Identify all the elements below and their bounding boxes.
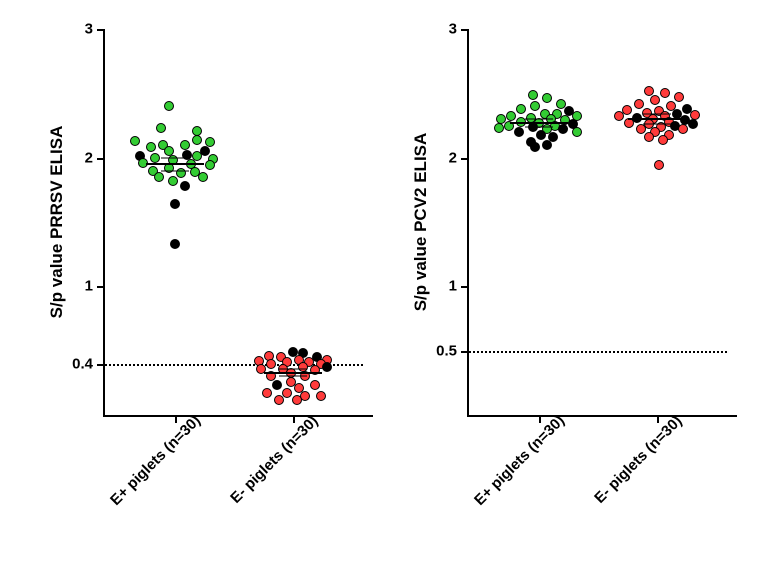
data-point	[530, 101, 540, 111]
data-point	[164, 101, 174, 111]
data-point	[494, 123, 504, 133]
y-axis-label: S/p value PCV2 ELISA	[411, 133, 431, 312]
data-point	[292, 395, 302, 405]
data-point	[678, 124, 688, 134]
data-point	[150, 153, 160, 163]
data-point	[530, 142, 540, 152]
data-point	[660, 88, 670, 98]
data-point	[156, 123, 166, 133]
data-point	[634, 99, 644, 109]
data-point	[192, 135, 202, 145]
median-line	[146, 163, 204, 165]
plot-area: 0.5123E+ piglets (n=30)E- piglets (n=30)	[467, 29, 727, 417]
threshold-line	[469, 351, 727, 353]
y-axis-label: S/p value PRRSV ELISA	[47, 126, 67, 319]
data-point	[180, 140, 190, 150]
data-point	[262, 388, 272, 398]
y-tick	[461, 286, 469, 288]
x-tick-label: E- piglets (n=30)	[616, 388, 710, 482]
data-point	[170, 199, 180, 209]
data-point	[322, 362, 332, 372]
error-bar-cap	[161, 157, 189, 158]
data-point	[650, 95, 660, 105]
data-point	[168, 176, 178, 186]
median-line	[628, 118, 686, 120]
x-tick	[657, 415, 659, 423]
y-tick-label: 1	[449, 278, 457, 295]
data-point	[266, 359, 276, 369]
y-tick	[97, 29, 105, 31]
x-tick	[539, 415, 541, 423]
y-tick	[461, 158, 469, 160]
y-tick	[97, 286, 105, 288]
panel-left: 0.4123E+ piglets (n=30)E- piglets (n=30)…	[103, 29, 361, 415]
data-point	[146, 142, 156, 152]
data-point	[572, 127, 582, 137]
y-tick	[97, 158, 105, 160]
panel-right: 0.5123E+ piglets (n=30)E- piglets (n=30)…	[467, 29, 725, 415]
data-point	[688, 119, 698, 129]
data-point	[558, 124, 568, 134]
data-point	[205, 160, 215, 170]
data-point	[542, 93, 552, 103]
data-point	[658, 135, 668, 145]
y-tick	[461, 29, 469, 31]
data-point	[542, 140, 552, 150]
y-tick-label: 0.4	[72, 355, 93, 372]
y-tick	[461, 351, 469, 353]
x-tick	[175, 415, 177, 423]
median-line	[510, 122, 568, 124]
data-point	[674, 92, 684, 102]
data-point	[170, 239, 180, 249]
data-point	[654, 160, 664, 170]
data-point	[528, 90, 538, 100]
data-point	[198, 172, 208, 182]
data-point	[272, 380, 282, 390]
data-point	[274, 395, 284, 405]
data-point	[514, 127, 524, 137]
error-bar-cap	[643, 124, 671, 125]
median-line	[264, 372, 322, 374]
figure: 0.4123E+ piglets (n=30)E- piglets (n=30)…	[0, 0, 765, 569]
x-tick-label: E+ piglets (n=30)	[496, 387, 593, 484]
error-bar-cap	[643, 113, 671, 114]
error-bar-cap	[525, 119, 553, 120]
x-tick	[293, 415, 295, 423]
data-point	[310, 380, 320, 390]
y-tick-label: 2	[85, 149, 93, 166]
y-tick-label: 3	[449, 21, 457, 38]
y-tick-label: 2	[449, 149, 457, 166]
error-bar-cap	[161, 170, 189, 171]
data-point	[316, 391, 326, 401]
data-point	[516, 104, 526, 114]
error-bar-cap	[279, 368, 307, 369]
y-tick-label: 3	[85, 21, 93, 38]
data-point	[154, 172, 164, 182]
y-tick	[97, 364, 105, 366]
error-bar-cap	[525, 126, 553, 127]
error-bar-cap	[279, 376, 307, 377]
data-point	[180, 181, 190, 191]
plot-area: 0.4123E+ piglets (n=30)E- piglets (n=30)	[103, 29, 363, 417]
data-point	[644, 132, 654, 142]
data-point	[130, 136, 140, 146]
data-point	[614, 111, 624, 121]
y-tick-label: 0.5	[436, 342, 457, 359]
data-point	[536, 130, 546, 140]
x-tick-label: E+ piglets (n=30)	[132, 387, 229, 484]
y-tick-label: 1	[85, 278, 93, 295]
